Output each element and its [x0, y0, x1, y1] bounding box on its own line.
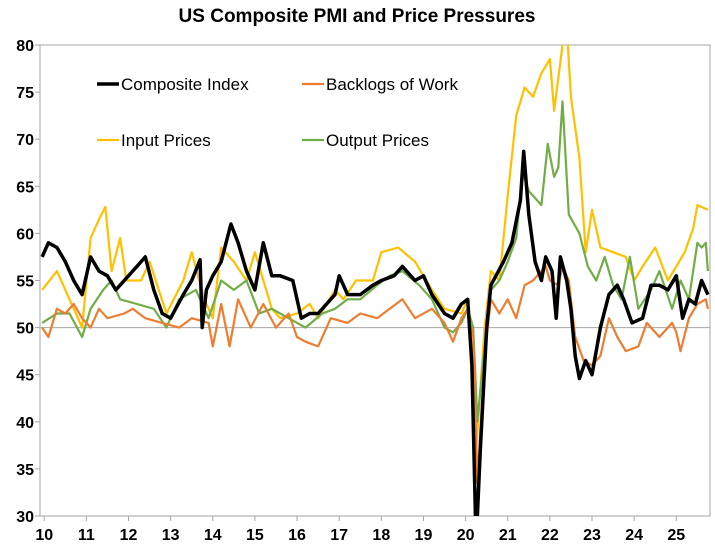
- legend-label: Input Prices: [121, 131, 211, 150]
- x-tick-label: 15: [246, 527, 264, 544]
- x-tick-label: 19: [415, 527, 433, 544]
- y-tick-label: 60: [16, 226, 34, 243]
- series-lines: [40, 45, 710, 516]
- x-tick-label: 17: [330, 527, 348, 544]
- x-tick-label: 21: [499, 527, 517, 544]
- y-axis: 30 35 40 45 50 55 60 65 70 75 80: [16, 38, 40, 526]
- y-tick-label: 35: [16, 462, 34, 479]
- x-tick-label: 23: [583, 527, 601, 544]
- x-tick-label: 25: [667, 527, 685, 544]
- x-axis: 10 11 12 13 14 15 16 17 18 19 20 21 22 23 24 25: [35, 516, 685, 544]
- x-tick-label: 24: [625, 527, 643, 544]
- y-tick-label: 55: [16, 274, 34, 291]
- x-tick-label: 12: [120, 527, 138, 544]
- x-tick-label: 10: [35, 527, 53, 544]
- x-tick-label: 18: [372, 527, 390, 544]
- y-tick-label: 75: [16, 85, 34, 102]
- chart-title: US Composite PMI and Price Pressures: [179, 6, 536, 27]
- y-tick-label: 65: [16, 179, 34, 196]
- legend-label: Composite Index: [121, 75, 249, 94]
- y-tick-label: 80: [16, 38, 34, 55]
- series-line-backlogs-of-work: [41, 265, 709, 485]
- x-tick-label: 22: [541, 527, 559, 544]
- series-line-composite-index: [40, 149, 710, 516]
- y-tick-label: 40: [16, 415, 34, 432]
- x-tick-label: 14: [204, 527, 222, 544]
- legend-label: Output Prices: [326, 131, 429, 150]
- x-tick-label: 16: [288, 527, 306, 544]
- y-tick-label: 50: [16, 321, 34, 338]
- x-tick-label: 20: [457, 527, 475, 544]
- y-tick-label: 45: [16, 368, 34, 385]
- y-tick-label: 30: [16, 509, 34, 526]
- x-tick-label: 13: [162, 527, 180, 544]
- y-tick-label: 70: [16, 132, 34, 149]
- x-tick-label: 11: [78, 527, 95, 544]
- legend-label: Backlogs of Work: [326, 75, 458, 94]
- legend: Composite Index Backlogs of Work Input Pri…: [97, 75, 458, 150]
